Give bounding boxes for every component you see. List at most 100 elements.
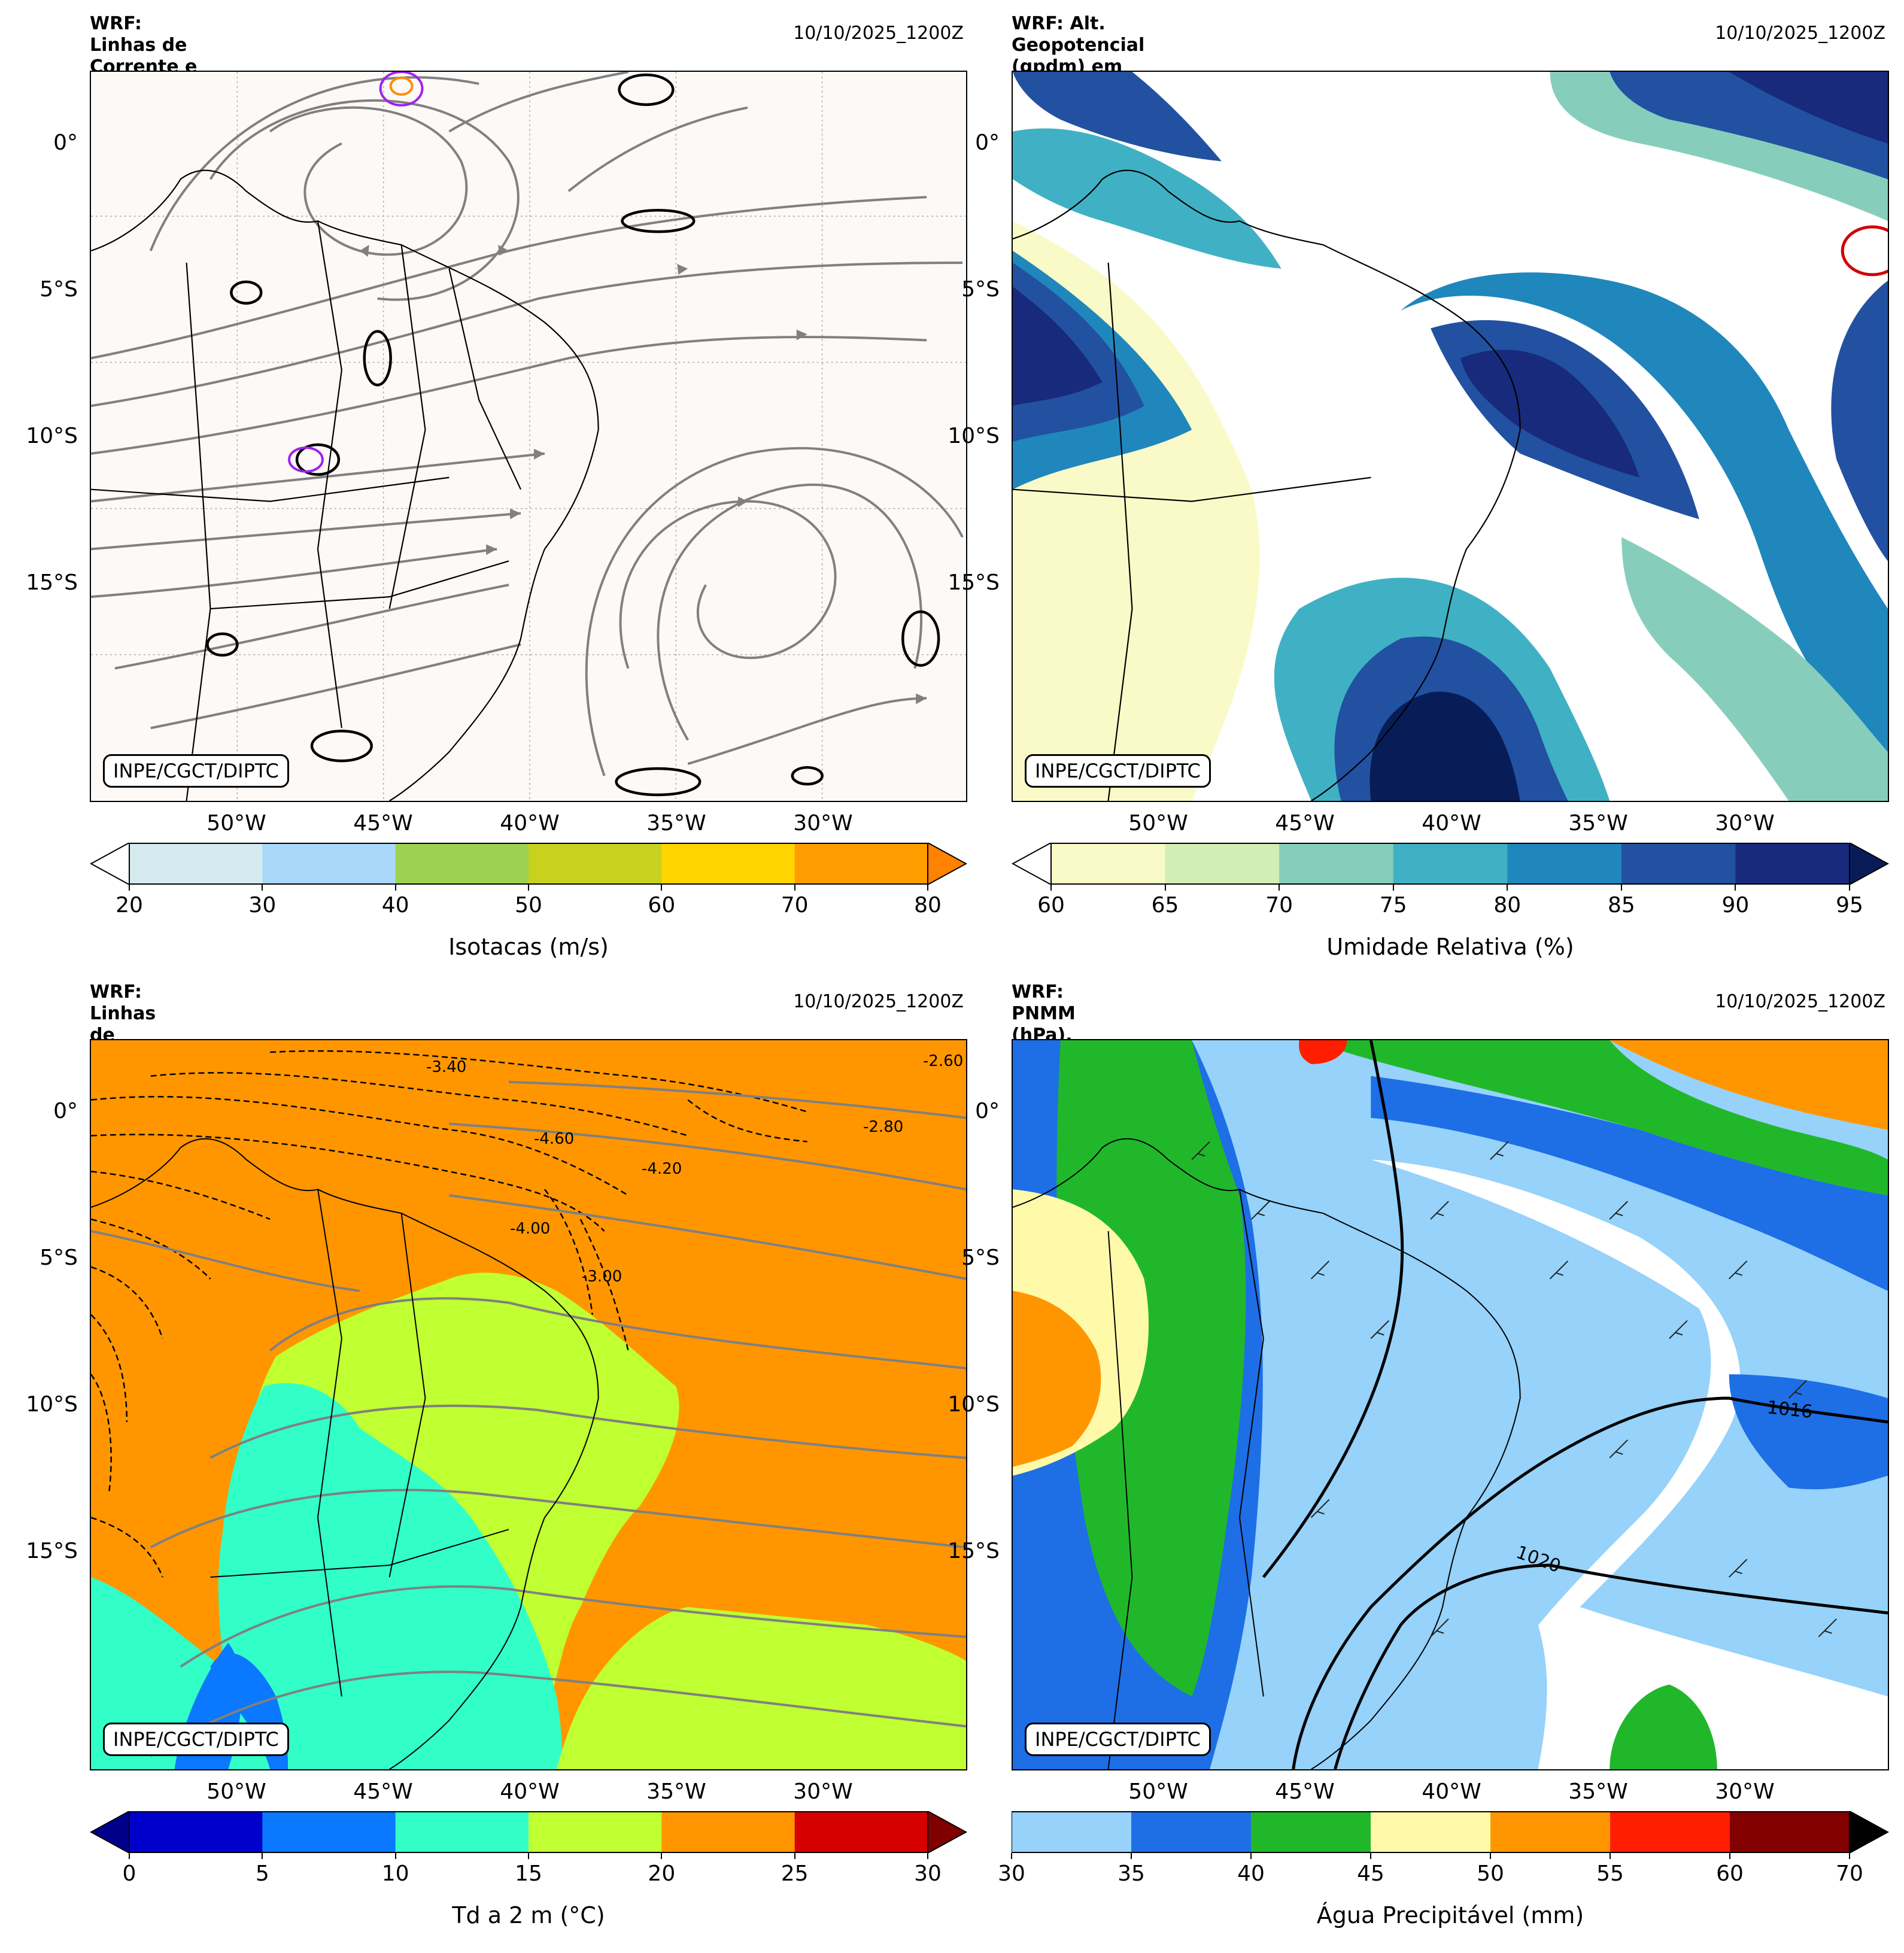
colorbar-swatch [395, 1811, 529, 1853]
colorbar-tick [1849, 1853, 1850, 1859]
colorbar-swatch [395, 843, 529, 885]
lat-label: 0° [53, 1099, 78, 1123]
colorbar-swatch [794, 1811, 928, 1853]
colorbar-frame [1012, 1811, 1850, 1853]
colorbar-tick [1620, 885, 1622, 891]
lat-label: 15°S [948, 570, 1000, 595]
colorbar-swatch [1012, 1811, 1132, 1853]
colorbar-tick [1849, 885, 1850, 891]
colorbar-swatch [1371, 1811, 1491, 1853]
lat-label: 0° [975, 1099, 1000, 1123]
colorbar-tick-label: 70 [1265, 893, 1293, 918]
colorbar-swatch [661, 843, 795, 885]
lon-label: 30°W [793, 1779, 853, 1804]
lat-label: 10°S [948, 424, 1000, 448]
lat-label: 15°S [26, 570, 78, 595]
colorbar-tick-label: 65 [1151, 893, 1179, 918]
colorbar-tick [794, 885, 795, 891]
colorbar-tick [794, 1853, 795, 1859]
colorbar-swatches [90, 843, 967, 885]
colorbar-swatches [1012, 843, 1889, 885]
colorbar-label: Umidade Relativa (%) [1326, 934, 1574, 960]
contour-label: -2.80 [863, 1118, 904, 1136]
contour-label: -3.00 [582, 1268, 622, 1286]
map-area: -3.40 -4.60 -4.00 -3.00 -2.80 -2.60 -4.2… [90, 1039, 967, 1770]
lat-label: 5°S [961, 1246, 1000, 1270]
colorbar-over-triangle [1849, 1811, 1889, 1853]
lat-label: 10°S [26, 424, 78, 448]
colorbar-tick [927, 885, 928, 891]
colorbar-tick [1507, 885, 1508, 891]
colorbar-tick-label: 95 [1836, 893, 1863, 918]
lon-label: 30°W [793, 811, 853, 836]
panel-date: 10/10/2025_1200Z [793, 23, 964, 44]
colorbar-tick [1250, 1853, 1252, 1859]
lon-label: 40°W [500, 1779, 560, 1804]
colorbar-tick-label: 60 [1037, 893, 1065, 918]
contour-label: -4.00 [510, 1220, 551, 1238]
lat-label: 0° [975, 130, 1000, 155]
colorbar-swatch [1131, 1811, 1252, 1853]
colorbar-tick [262, 1853, 263, 1859]
colorbar-tick [1164, 885, 1166, 891]
colorbar-tick-label: 70 [781, 893, 809, 918]
colorbar-tick [1729, 1853, 1730, 1859]
lon-label: 50°W [207, 1779, 266, 1804]
colorbar-tick [1279, 885, 1280, 891]
lon-label: 50°W [207, 811, 266, 836]
colorbar-tick-label: 60 [1716, 1861, 1744, 1886]
colorbar-tick-label: 0 [122, 1861, 136, 1886]
colorbar-tick [1610, 1853, 1611, 1859]
colorbar-swatch [1610, 1811, 1730, 1853]
lon-label: 45°W [353, 1779, 413, 1804]
lon-label: 50°W [1128, 1779, 1188, 1804]
colorbar-tick-label: 70 [1836, 1861, 1863, 1886]
lat-label: 15°S [26, 1539, 78, 1563]
humidity-plot [1013, 72, 1888, 801]
colorbar-label: Td a 2 m (°C) [452, 1902, 605, 1928]
colorbar-tick-label: 45 [1357, 1861, 1384, 1886]
colorbar-tick-label: 80 [914, 893, 942, 918]
colorbar-swatch [529, 843, 662, 885]
colorbar-swatch [1735, 843, 1850, 885]
lat-label: 5°S [40, 1246, 78, 1270]
contour-label: -4.20 [642, 1160, 682, 1178]
contour-label: -2.60 [923, 1052, 964, 1070]
colorbar-swatch [1165, 843, 1280, 885]
streamline-plot [91, 72, 966, 801]
colorbar-tick-label: 20 [648, 1861, 676, 1886]
colorbar-tick-label: 5 [255, 1861, 269, 1886]
colorbar-frame [129, 1811, 928, 1853]
lon-label: 40°W [500, 811, 560, 836]
lat-label: 5°S [40, 277, 78, 302]
colorbar-under-triangle [90, 1811, 130, 1853]
colorbar-tick [129, 1853, 130, 1859]
colorbar-swatch [1393, 843, 1508, 885]
colorbar-swatch [661, 1811, 795, 1853]
colorbar-swatches [1012, 1811, 1889, 1853]
colorbar-tick [1131, 1853, 1132, 1859]
colorbar-tick [1011, 1853, 1012, 1859]
colorbar-label: Água Precipitável (mm) [1316, 1902, 1584, 1928]
lon-label: 30°W [1715, 811, 1775, 836]
lon-label: 40°W [1422, 811, 1481, 836]
colorbar-over-triangle [927, 1811, 967, 1853]
colorbar-tick [394, 885, 396, 891]
credit-badge: INPE/CGCT/DIPTC [103, 754, 289, 788]
colorbar-tick [927, 1853, 928, 1859]
lon-label: 35°W [646, 1779, 706, 1804]
colorbar-tick [1735, 885, 1736, 891]
colorbar-tick [1370, 1853, 1371, 1859]
colorbar-frame [1050, 843, 1850, 885]
lat-label: 0° [53, 130, 78, 155]
colorbar-tick [1490, 1853, 1491, 1859]
colorbar-tick-label: 40 [1237, 1861, 1265, 1886]
colorbar-tick-label: 85 [1607, 893, 1635, 918]
colorbar-swatch [129, 843, 263, 885]
colorbar [1012, 843, 1889, 885]
colorbar-tick-label: 90 [1721, 893, 1750, 918]
lat-label: 10°S [948, 1392, 1000, 1417]
map-area: INPE/CGCT/DIPTC [1012, 71, 1889, 802]
lon-label: 50°W [1128, 811, 1188, 836]
colorbar-tick-label: 40 [381, 893, 409, 918]
